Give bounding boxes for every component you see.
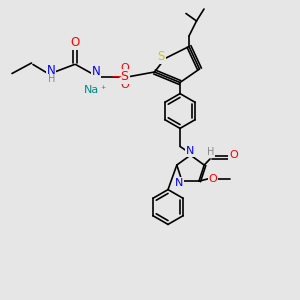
Text: —: — <box>111 71 121 82</box>
Text: O: O <box>208 173 217 184</box>
Text: O: O <box>120 80 129 90</box>
Text: H: H <box>48 74 55 85</box>
Text: N: N <box>92 65 100 79</box>
Text: O: O <box>120 63 129 73</box>
Text: N: N <box>175 178 183 188</box>
Text: Na: Na <box>84 85 99 95</box>
Text: S: S <box>158 50 165 64</box>
Text: S: S <box>121 70 128 83</box>
Text: H: H <box>207 147 214 158</box>
Text: O: O <box>229 149 238 160</box>
Text: N: N <box>46 64 56 77</box>
Text: N: N <box>186 146 195 157</box>
Text: ⁺: ⁺ <box>100 85 106 95</box>
Text: O: O <box>70 36 80 50</box>
